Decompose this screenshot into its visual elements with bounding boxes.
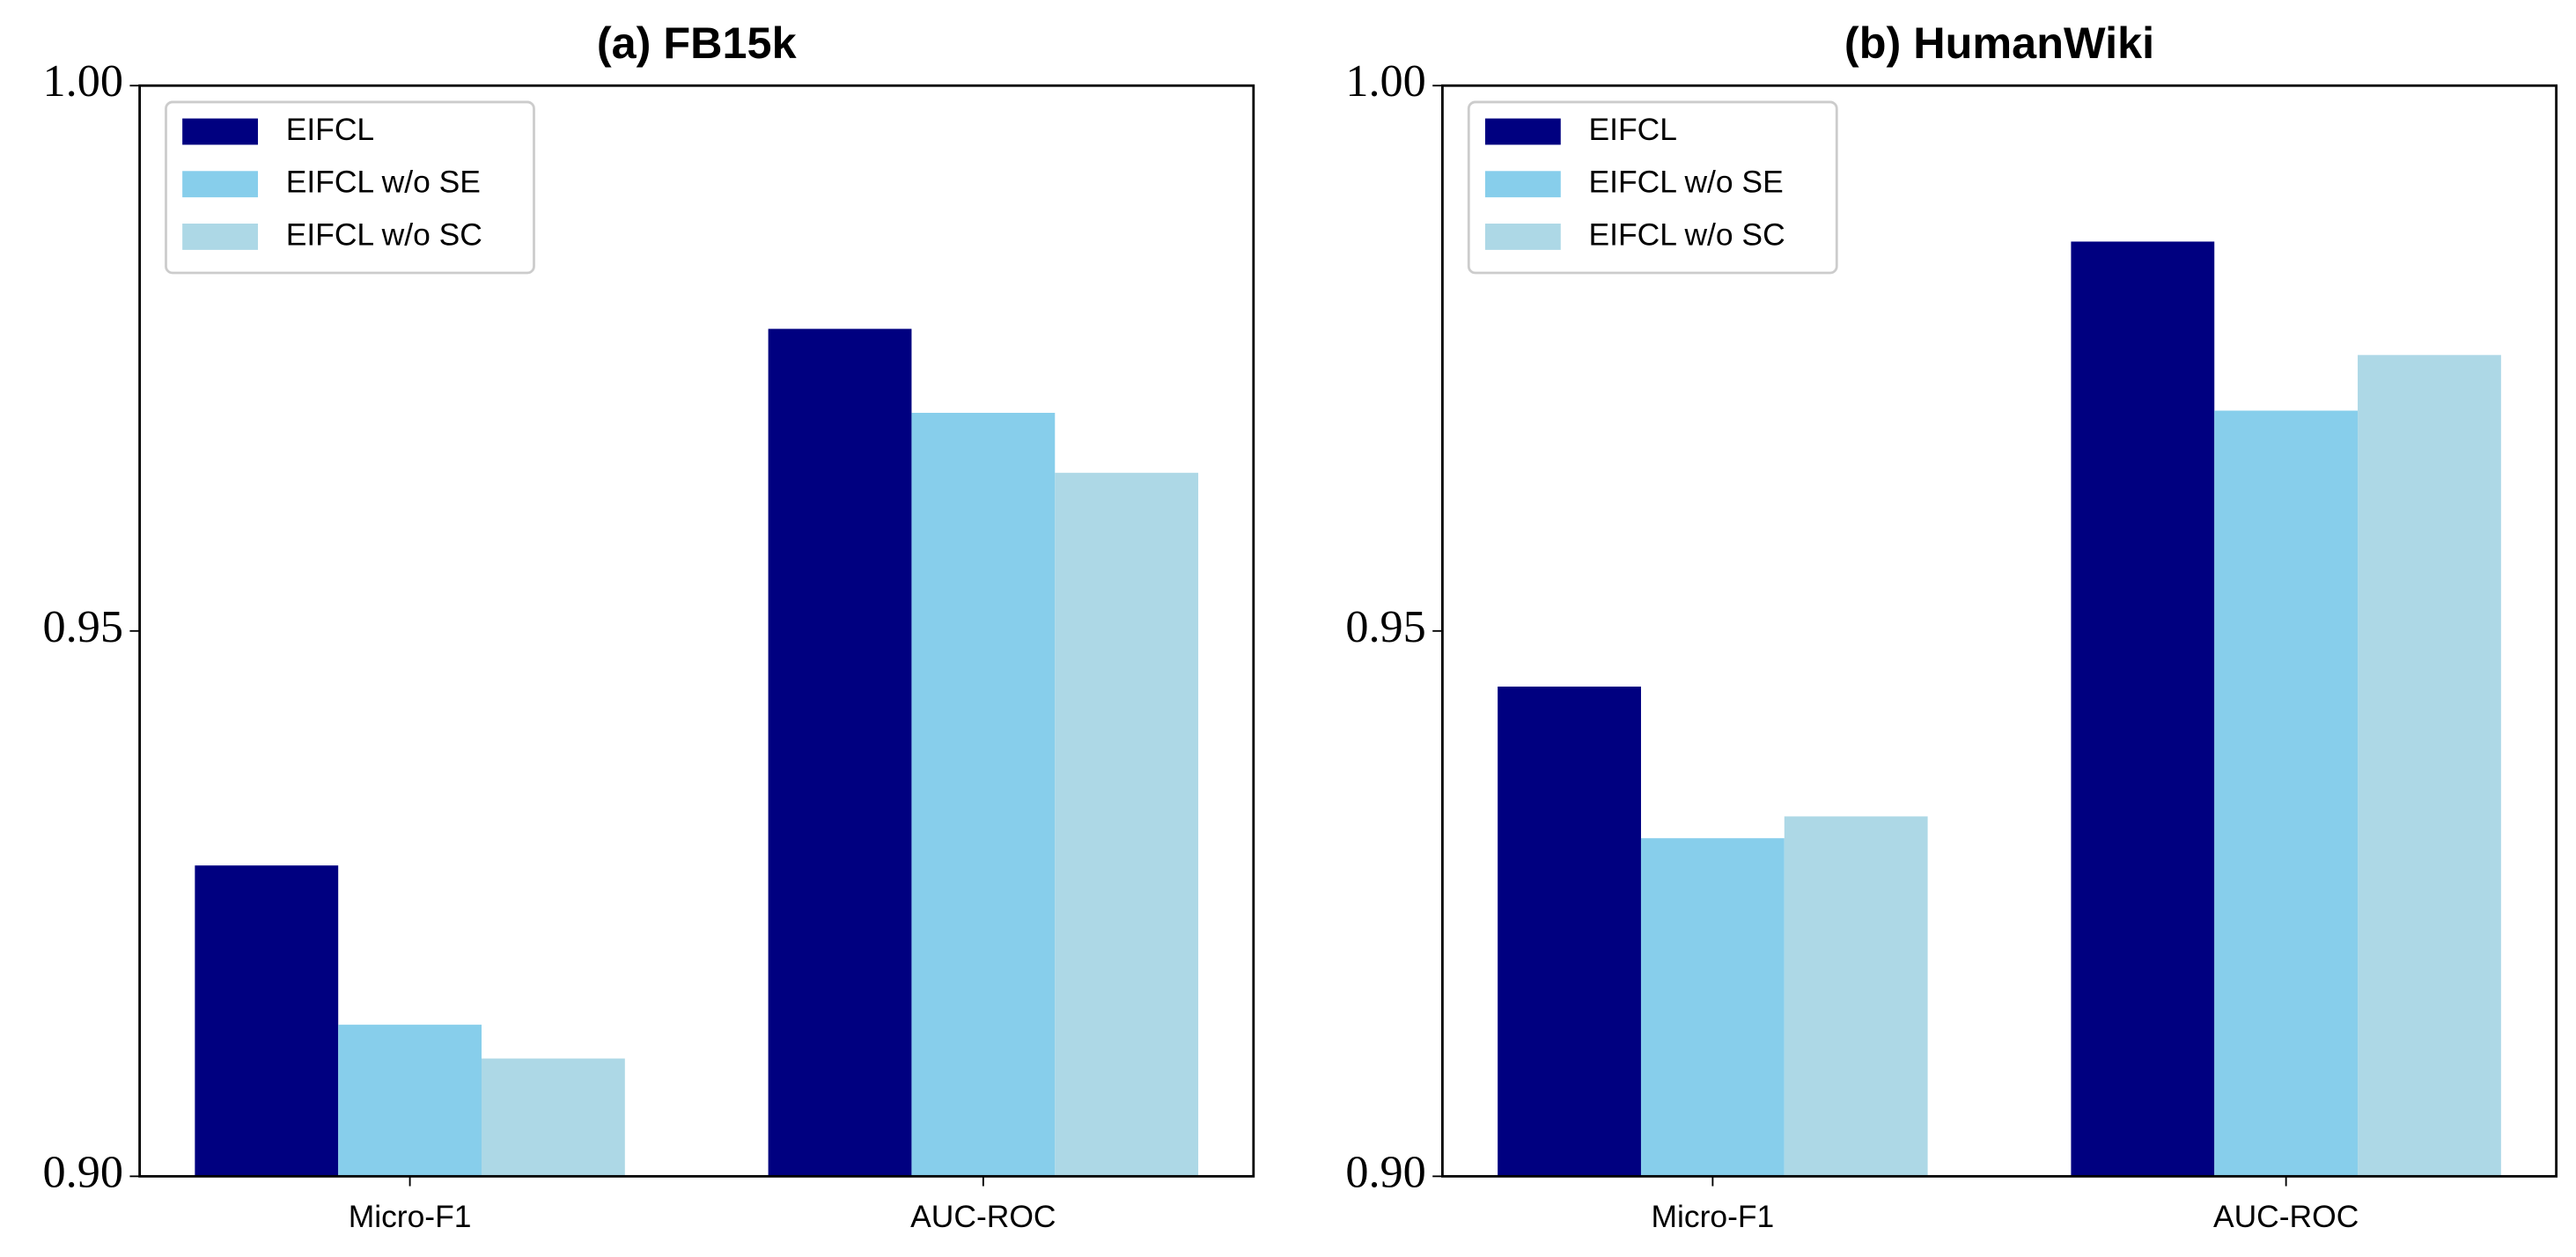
bar <box>911 412 1056 1177</box>
legend-label: EIFCL w/o SC <box>286 217 482 252</box>
legend-label: EIFCL <box>1588 112 1676 147</box>
chart-title: (b) HumanWiki <box>1844 18 2154 68</box>
y-tick-label: 0.95 <box>43 601 123 652</box>
legend-label: EIFCL w/o SE <box>286 165 481 200</box>
x-tick-label: AUC-ROC <box>910 1199 1056 1234</box>
bar <box>1784 816 1928 1177</box>
y-tick-label: 0.90 <box>43 1146 123 1197</box>
legend-swatch <box>182 224 258 250</box>
legend: EIFCL EIFCL w/o SE EIFCL w/o SC <box>1467 100 1838 275</box>
bar <box>338 1025 482 1177</box>
bar <box>481 1058 625 1177</box>
legend-swatch <box>182 118 258 145</box>
y-tick-label: 1.00 <box>43 55 123 107</box>
legend-swatch <box>1484 171 1561 198</box>
bar <box>2358 355 2501 1177</box>
bar <box>195 865 339 1177</box>
y-tick-label: 1.00 <box>1345 55 1425 107</box>
bar <box>1055 473 1199 1177</box>
legend-swatch <box>182 171 258 198</box>
chart-title: (a) FB15k <box>597 18 798 68</box>
legend: EIFCL EIFCL w/o SE EIFCL w/o SC <box>165 100 535 275</box>
bar <box>1640 838 1785 1177</box>
bar <box>2071 241 2215 1177</box>
legend-label: EIFCL <box>286 112 374 147</box>
bar <box>1498 686 1641 1177</box>
x-tick-label: Micro-F1 <box>349 1199 472 1234</box>
x-tick-label: Micro-F1 <box>1651 1199 1774 1234</box>
plot-frame <box>1441 84 2558 1178</box>
y-tick-label: 0.90 <box>1345 1146 1425 1197</box>
legend-label: EIFCL w/o SC <box>1588 217 1785 252</box>
bar <box>768 328 912 1177</box>
bar <box>2214 410 2359 1177</box>
legend-label: EIFCL w/o SE <box>1588 165 1783 200</box>
x-tick-label: AUC-ROC <box>2213 1199 2359 1234</box>
legend-swatch <box>1484 224 1561 250</box>
plot-frame <box>138 84 1255 1178</box>
y-tick-label: 0.95 <box>1345 601 1425 652</box>
legend-swatch <box>1484 118 1561 145</box>
